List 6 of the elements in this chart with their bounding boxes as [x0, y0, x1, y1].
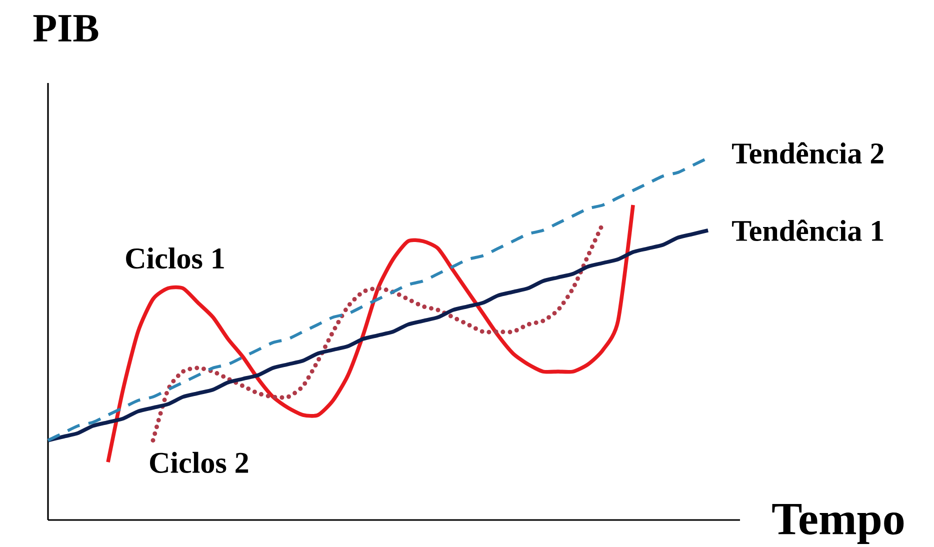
x-axis-title: Tempo: [772, 504, 904, 544]
y-axis-title: PIB: [33, 15, 98, 42]
series-label: Tendência 2: [732, 142, 884, 164]
series-label: Ciclos 2: [150, 452, 248, 473]
series-label: Ciclos 1: [126, 247, 224, 268]
series-label: Tendência 1: [732, 219, 884, 241]
